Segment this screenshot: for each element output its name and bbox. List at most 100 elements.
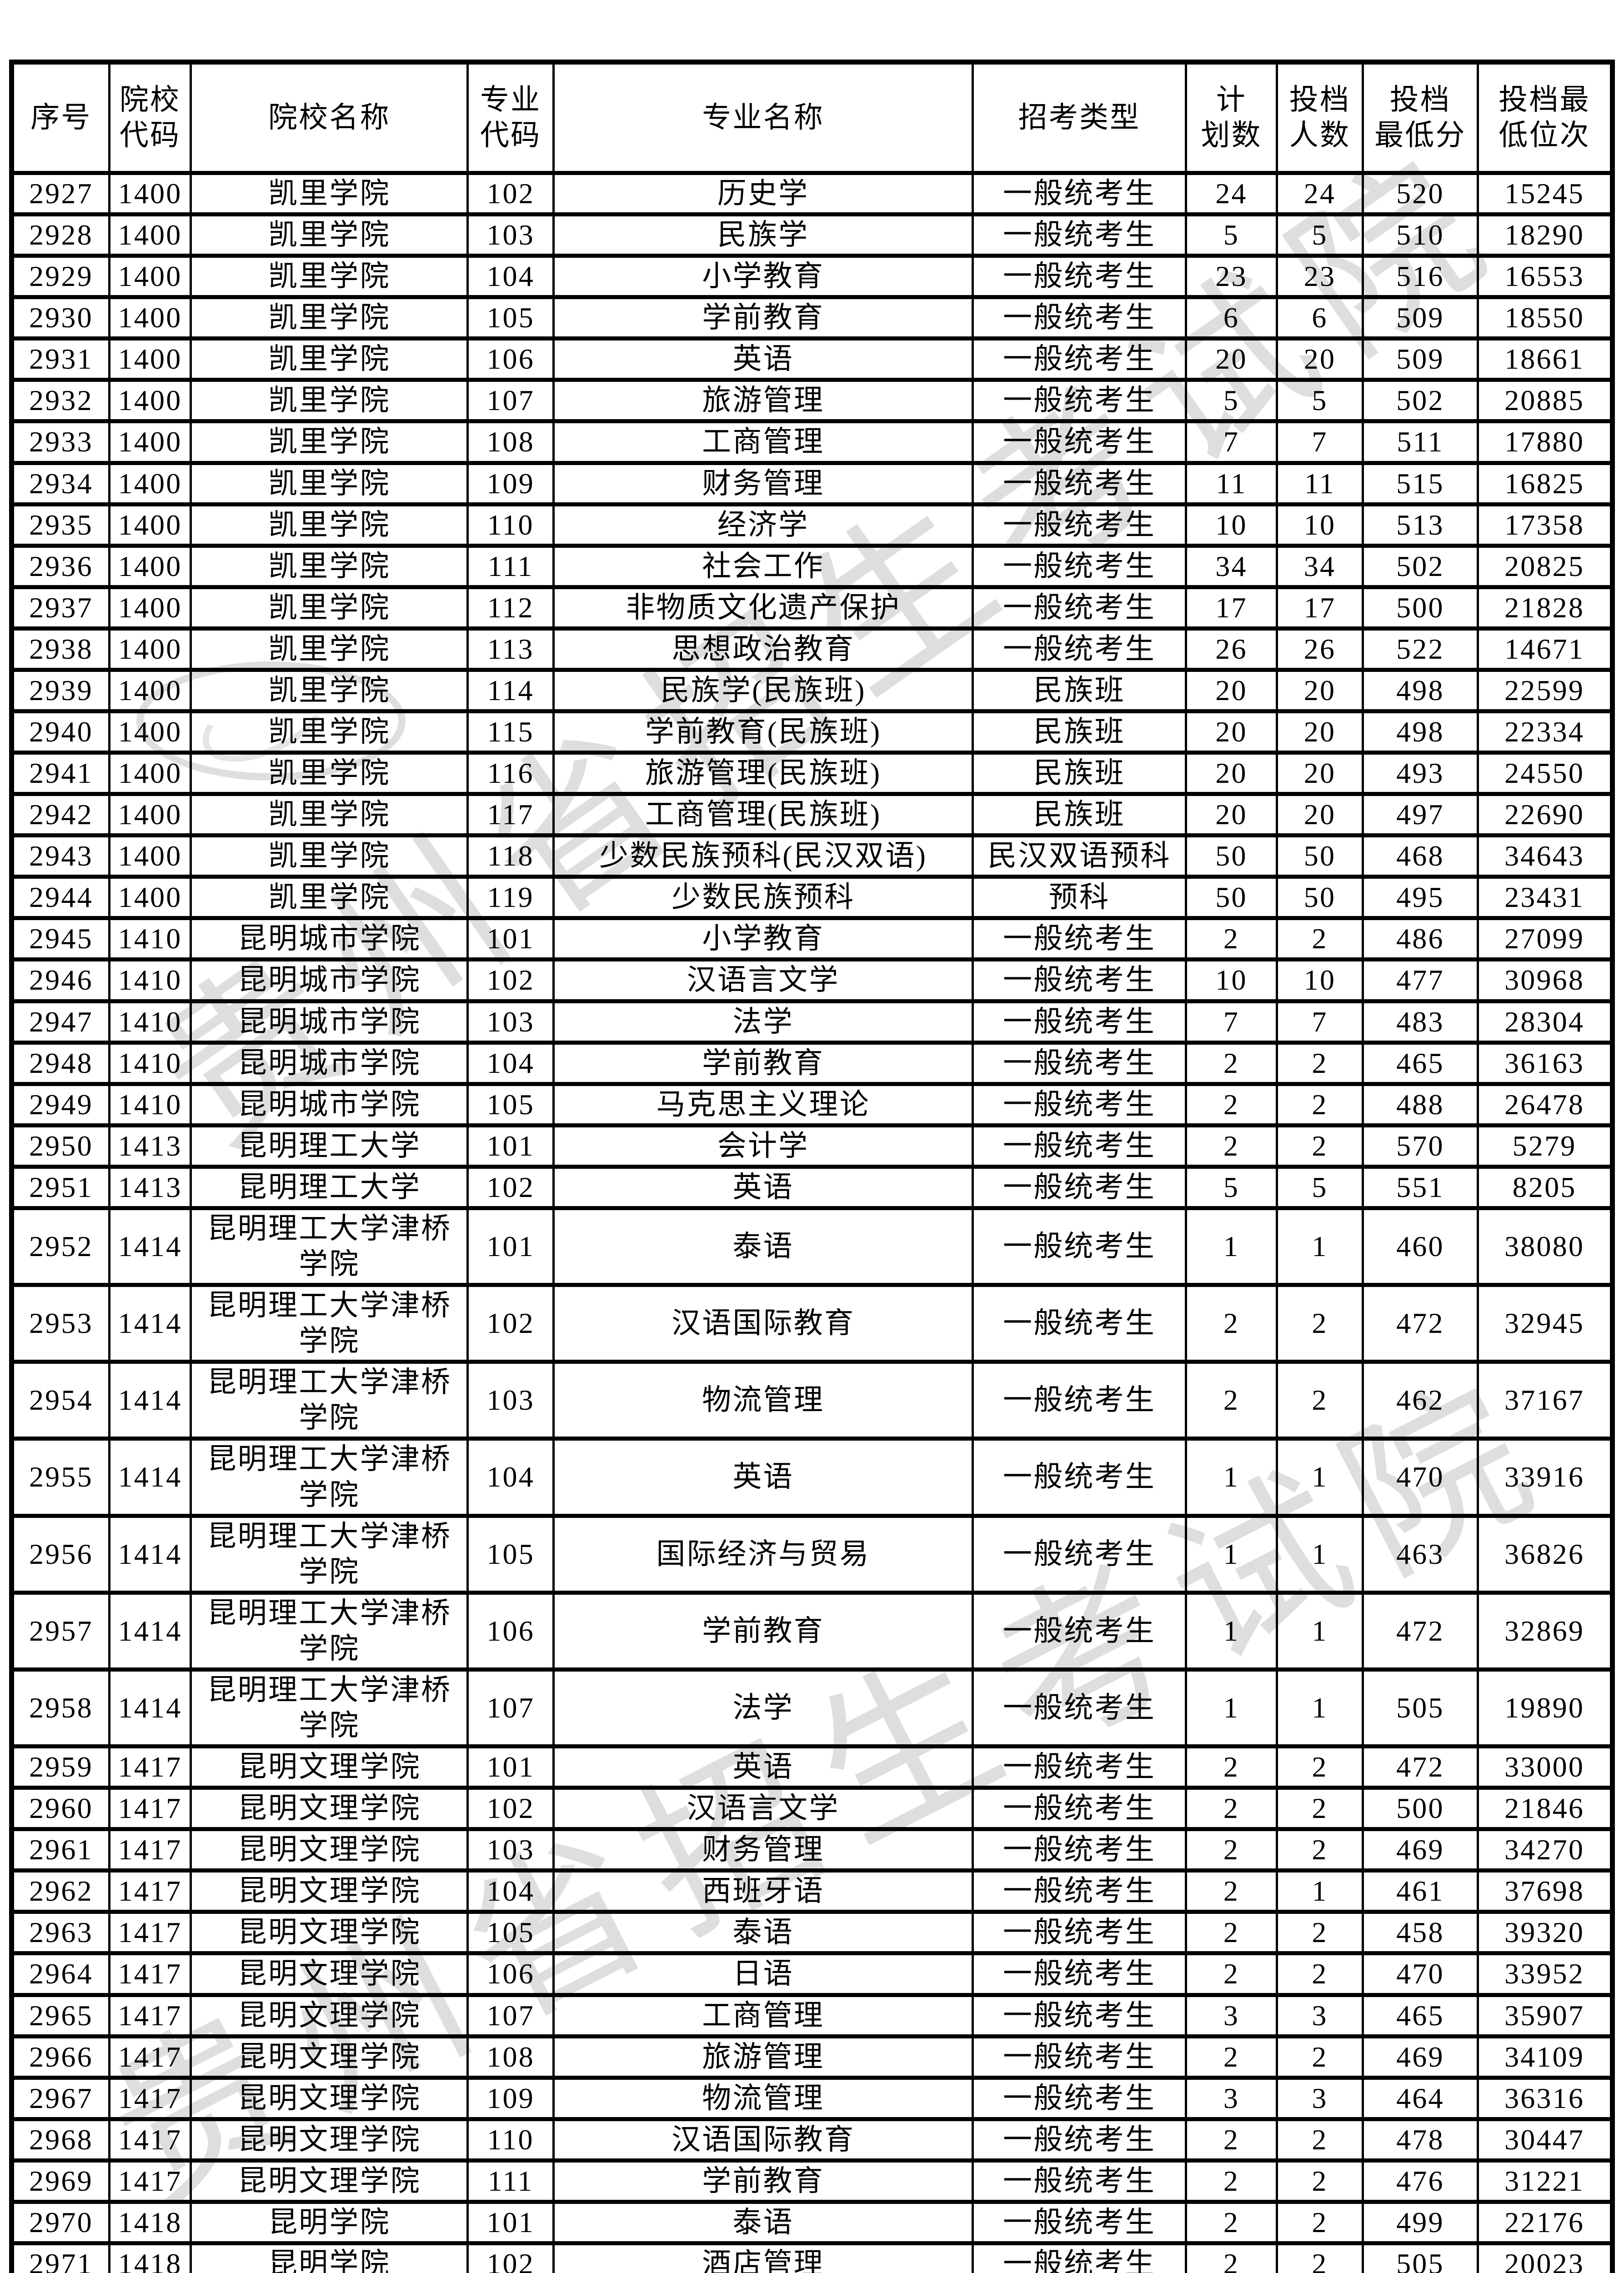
cell-college_name: 昆明理工大学津桥 学院 bbox=[190, 1437, 469, 1518]
cell-major_name: 工商管理 bbox=[552, 1993, 974, 2038]
cell-major_name: 学前教育(民族班) bbox=[552, 709, 974, 755]
cell-admit_type: 一般统考生 bbox=[972, 2241, 1187, 2273]
cell-min_rank: 22599 bbox=[1477, 667, 1614, 714]
cell-admit_type: 一般统考生 bbox=[972, 1283, 1187, 1364]
cell-plan_count: 2 bbox=[1184, 1951, 1278, 1997]
cell-filed_count: 2 bbox=[1276, 916, 1364, 962]
cell-min_rank: 21846 bbox=[1477, 1786, 1614, 1832]
cell-min_score: 498 bbox=[1361, 667, 1479, 714]
cell-seq: 2961 bbox=[10, 1827, 110, 1873]
cell-plan_count: 1 bbox=[1184, 1667, 1278, 1749]
cell-college_name: 昆明文理学院 bbox=[190, 2158, 469, 2204]
cell-major_code: 117 bbox=[466, 792, 555, 838]
cell-min_rank: 20023 bbox=[1477, 2241, 1614, 2273]
cell-plan_count: 20 bbox=[1184, 667, 1278, 714]
cell-major_code: 111 bbox=[466, 2158, 555, 2204]
cell-seq: 2953 bbox=[10, 1283, 110, 1364]
cell-plan_count: 2 bbox=[1184, 1744, 1278, 1790]
cell-college_code: 1414 bbox=[108, 1437, 192, 1518]
column-header-college-name: 院校名称 bbox=[190, 60, 469, 175]
cell-major_code: 116 bbox=[466, 751, 555, 796]
cell-college_code: 1417 bbox=[108, 1744, 192, 1790]
table-row: 2952 1414 昆明理工大学津桥 学院 101 泰语 一般统考生 1 1 460 38080 bbox=[10, 1206, 1614, 1287]
cell-min_score: 465 bbox=[1361, 1993, 1479, 2038]
cell-college_code: 1410 bbox=[108, 957, 192, 1003]
cell-admit_type: 一般统考生 bbox=[972, 295, 1187, 341]
cell-major_name: 小学教育 bbox=[552, 916, 974, 962]
cell-plan_count: 2 bbox=[1184, 1868, 1278, 1914]
cell-major_name: 汉语言文学 bbox=[552, 957, 974, 1003]
cell-college_name: 昆明理工大学津桥 学院 bbox=[190, 1206, 469, 1287]
cell-plan_count: 2 bbox=[1184, 1283, 1278, 1364]
cell-college_code: 1400 bbox=[108, 626, 192, 672]
cell-college_code: 1400 bbox=[108, 419, 192, 465]
cell-college_code: 1400 bbox=[108, 792, 192, 838]
table-body: 2927 1400 凯里学院 102 历史学 一般统考生 24 24 520 15245 2928 1… bbox=[10, 170, 1614, 2273]
cell-min_score: 472 bbox=[1361, 1590, 1479, 1672]
cell-major_name: 英语 bbox=[552, 1437, 974, 1518]
column-header-college-code: 院校 代码 bbox=[108, 60, 192, 175]
cell-filed_count: 1 bbox=[1276, 1206, 1364, 1287]
cell-seq: 2963 bbox=[10, 1910, 110, 1956]
cell-major_code: 109 bbox=[466, 461, 555, 506]
cell-major_code: 105 bbox=[466, 1513, 555, 1595]
cell-min_rank: 18661 bbox=[1477, 336, 1614, 382]
table-row: 2970 1418 昆明学院 101 泰语 一般统考生 2 2 499 22176 bbox=[10, 2199, 1614, 2245]
cell-min_score: 510 bbox=[1361, 212, 1479, 258]
cell-min_rank: 20825 bbox=[1477, 543, 1614, 589]
cell-min_score: 464 bbox=[1361, 2075, 1479, 2121]
cell-college_name: 昆明学院 bbox=[190, 2199, 469, 2245]
cell-major_code: 102 bbox=[466, 2241, 555, 2273]
cell-college_name: 昆明理工大学 bbox=[190, 1123, 469, 1169]
cell-seq: 2971 bbox=[10, 2241, 110, 2273]
cell-min_score: 465 bbox=[1361, 1040, 1479, 1086]
cell-college_code: 1400 bbox=[108, 461, 192, 506]
table-row: 2942 1400 凯里学院 117 工商管理(民族班) 民族班 20 20 497 22690 bbox=[10, 792, 1614, 838]
cell-seq: 2942 bbox=[10, 792, 110, 838]
cell-major_code: 103 bbox=[466, 999, 555, 1045]
cell-college_code: 1410 bbox=[108, 1081, 192, 1127]
cell-min_rank: 30968 bbox=[1477, 957, 1614, 1003]
table-row: 2933 1400 凯里学院 108 工商管理 一般统考生 7 7 511 17880 bbox=[10, 419, 1614, 465]
cell-college_name: 凯里学院 bbox=[190, 378, 469, 424]
cell-min_rank: 36826 bbox=[1477, 1513, 1614, 1595]
cell-college_code: 1417 bbox=[108, 1910, 192, 1956]
cell-major_code: 118 bbox=[466, 833, 555, 879]
cell-college_name: 凯里学院 bbox=[190, 667, 469, 714]
cell-admit_type: 一般统考生 bbox=[972, 1993, 1187, 2038]
cell-filed_count: 2 bbox=[1276, 2199, 1364, 2245]
cell-min_score: 472 bbox=[1361, 1744, 1479, 1790]
cell-college_name: 昆明文理学院 bbox=[190, 2117, 469, 2163]
cell-college_code: 1400 bbox=[108, 254, 192, 300]
cell-major_code: 113 bbox=[466, 626, 555, 672]
cell-college_name: 凯里学院 bbox=[190, 751, 469, 796]
cell-min_rank: 36163 bbox=[1477, 1040, 1614, 1086]
cell-seq: 2941 bbox=[10, 751, 110, 796]
cell-min_score: 515 bbox=[1361, 461, 1479, 506]
cell-plan_count: 2 bbox=[1184, 1827, 1278, 1873]
cell-min_rank: 33916 bbox=[1477, 1437, 1614, 1518]
cell-major_name: 国际经济与贸易 bbox=[552, 1513, 974, 1595]
cell-major_name: 汉语言文学 bbox=[552, 1786, 974, 1832]
cell-college_name: 凯里学院 bbox=[190, 626, 469, 672]
cell-major_code: 101 bbox=[466, 2199, 555, 2245]
cell-major_code: 103 bbox=[466, 212, 555, 258]
table-row: 2959 1417 昆明文理学院 101 英语 一般统考生 2 2 472 33000 bbox=[10, 1744, 1614, 1790]
cell-major_name: 马克思主义理论 bbox=[552, 1081, 974, 1127]
cell-min_score: 516 bbox=[1361, 254, 1479, 300]
cell-min_rank: 21828 bbox=[1477, 585, 1614, 631]
cell-min_rank: 39320 bbox=[1477, 1910, 1614, 1956]
cell-seq: 2939 bbox=[10, 667, 110, 714]
cell-seq: 2948 bbox=[10, 1040, 110, 1086]
cell-plan_count: 2 bbox=[1184, 1123, 1278, 1169]
cell-admit_type: 一般统考生 bbox=[972, 2075, 1187, 2121]
cell-college_name: 凯里学院 bbox=[190, 502, 469, 548]
cell-min_rank: 22690 bbox=[1477, 792, 1614, 838]
cell-min_rank: 38080 bbox=[1477, 1206, 1614, 1287]
cell-admit_type: 一般统考生 bbox=[972, 1667, 1187, 1749]
cell-college_code: 1410 bbox=[108, 1040, 192, 1086]
cell-filed_count: 2 bbox=[1276, 2241, 1364, 2273]
cell-min_rank: 30447 bbox=[1477, 2117, 1614, 2163]
cell-min_rank: 27099 bbox=[1477, 916, 1614, 962]
cell-min_score: 500 bbox=[1361, 1786, 1479, 1832]
